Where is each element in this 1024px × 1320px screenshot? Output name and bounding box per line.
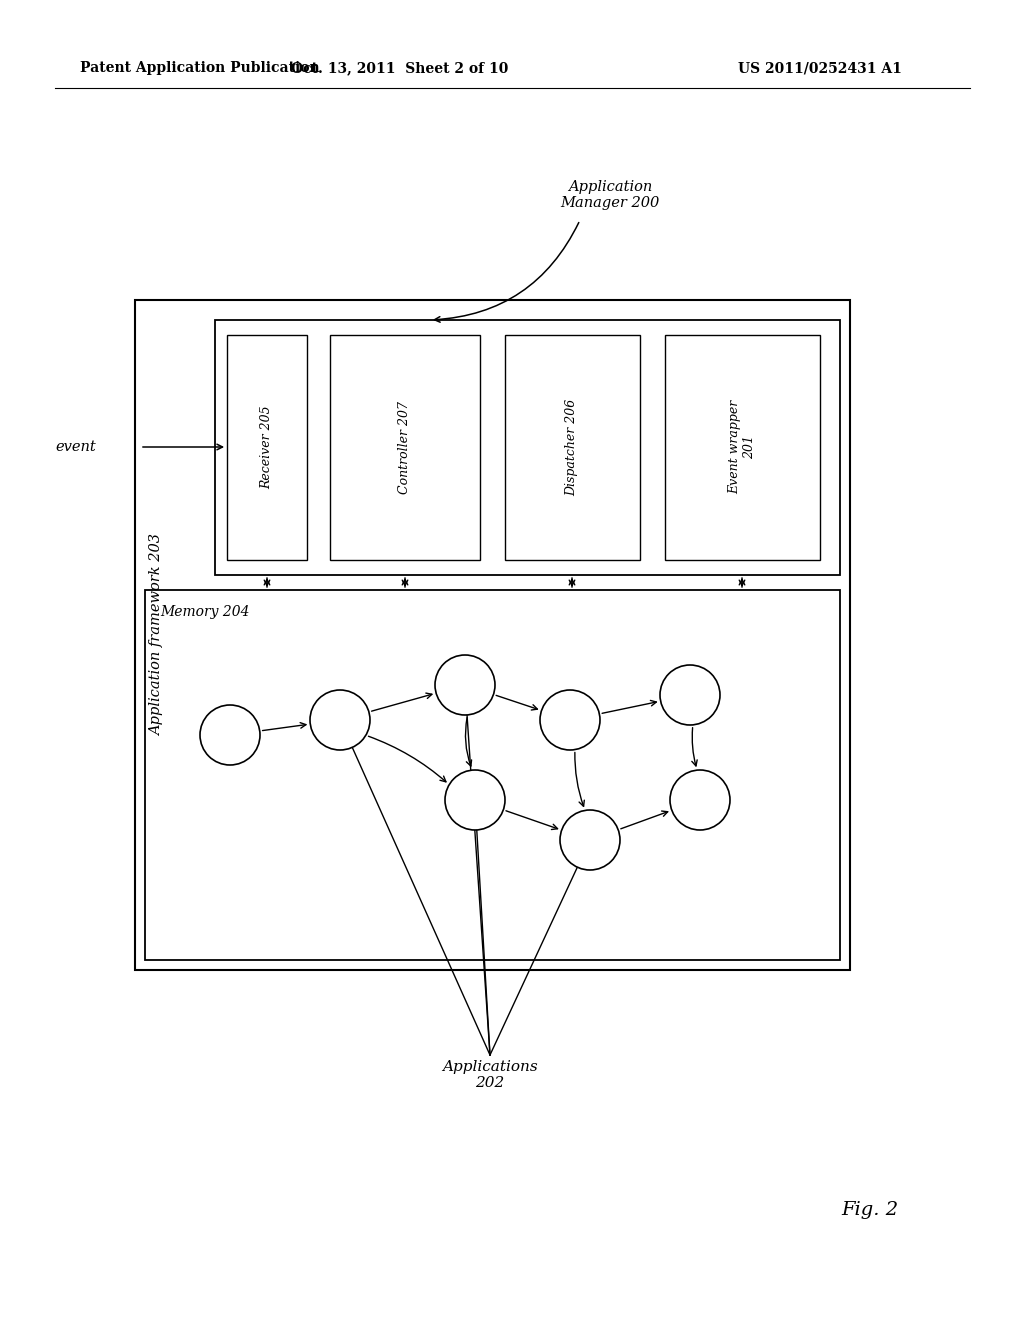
Text: Application
Manager 200: Application Manager 200	[560, 180, 659, 210]
Circle shape	[660, 665, 720, 725]
Text: US 2011/0252431 A1: US 2011/0252431 A1	[738, 61, 902, 75]
Text: Fig. 2: Fig. 2	[842, 1201, 899, 1218]
Circle shape	[310, 690, 370, 750]
Circle shape	[435, 655, 495, 715]
Text: Controller 207: Controller 207	[398, 400, 412, 494]
Text: Dispatcher 206: Dispatcher 206	[565, 399, 579, 495]
Text: Patent Application Publication: Patent Application Publication	[80, 61, 319, 75]
Circle shape	[200, 705, 260, 766]
Bar	[135, 300, 850, 970]
Circle shape	[560, 810, 620, 870]
Text: Applications
202: Applications 202	[442, 1060, 538, 1090]
Text: Receiver 205: Receiver 205	[260, 405, 273, 488]
Text: event: event	[55, 440, 96, 454]
Text: Oct. 13, 2011  Sheet 2 of 10: Oct. 13, 2011 Sheet 2 of 10	[291, 61, 509, 75]
Circle shape	[540, 690, 600, 750]
Text: Application framework 203: Application framework 203	[150, 535, 164, 737]
Circle shape	[445, 770, 505, 830]
Text: Memory 204: Memory 204	[160, 605, 250, 619]
Text: Event wrapper
201: Event wrapper 201	[728, 400, 756, 494]
Bar	[665, 335, 820, 560]
Bar	[145, 590, 840, 960]
Bar	[330, 335, 480, 560]
Bar	[505, 335, 640, 560]
Circle shape	[670, 770, 730, 830]
Bar	[215, 319, 840, 576]
Bar	[227, 335, 307, 560]
